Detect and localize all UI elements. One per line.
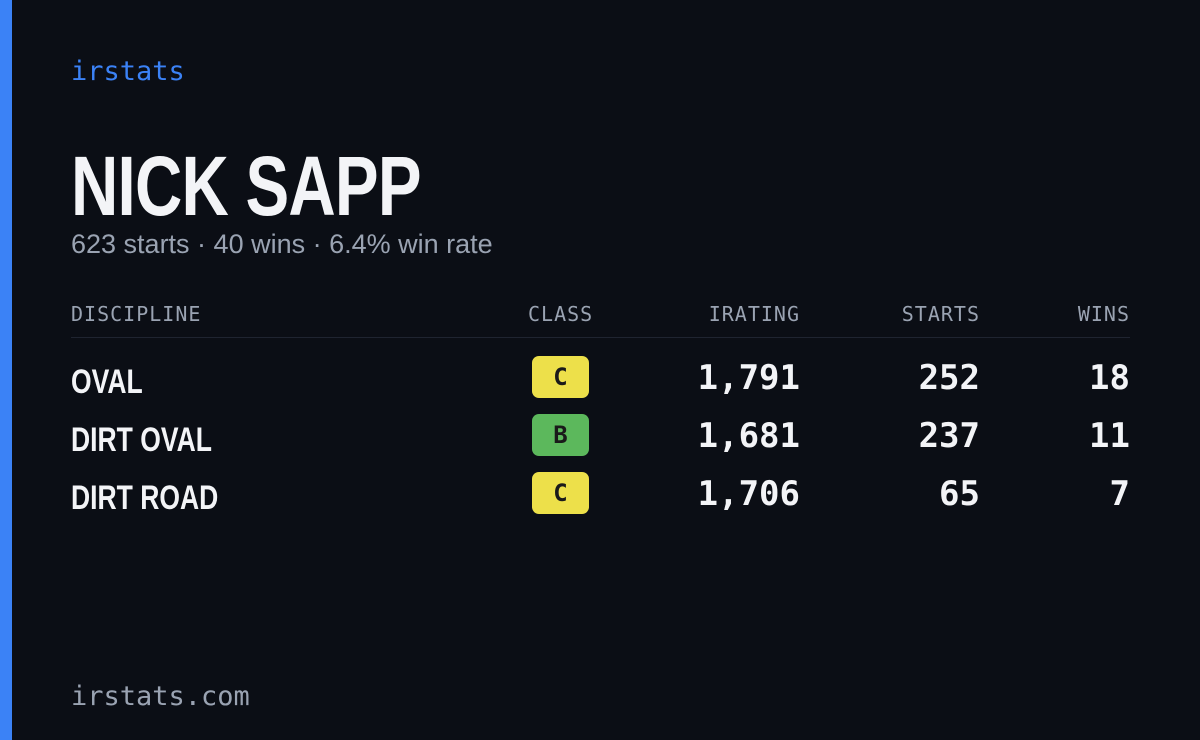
driver-name: NICK SAPP [71,139,422,233]
summary: 623 starts · 40 wins · 6.4% win rate [71,229,493,259]
site: irstats.com [71,681,250,712]
header-rule [71,337,1130,338]
starts: 65 [939,474,980,514]
class-badge: C [532,356,589,398]
brand: irstats [71,56,185,87]
class-badge: C [532,472,589,514]
discipline: DIRT OVAL [71,421,212,459]
wins: 7 [1109,474,1130,514]
irating: 1,706 [697,474,800,514]
discipline: DIRT ROAD [71,479,219,517]
wins: 11 [1089,416,1130,456]
column-header: STARTS [901,302,980,326]
starts: 237 [918,416,980,456]
accent-bar [0,0,12,740]
class-badge: B [532,414,589,456]
wins: 18 [1089,358,1130,398]
discipline: OVAL [71,363,143,401]
column-header: IRATING [708,302,800,326]
starts: 252 [918,358,980,398]
irating: 1,681 [697,416,800,456]
column-header: CLASS [528,302,594,326]
column-header: DISCIPLINE [71,302,202,326]
irating: 1,791 [697,358,800,398]
column-header: WINS [1077,302,1130,326]
